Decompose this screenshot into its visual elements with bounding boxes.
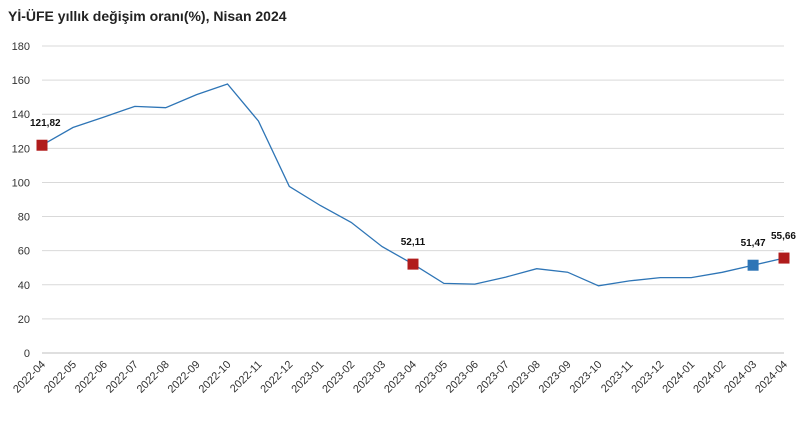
x-tick-label: 2023-02 (320, 359, 357, 396)
x-tick-label: 2023-11 (599, 359, 635, 395)
x-tick-label: 2023-12 (629, 359, 666, 396)
x-tick-label: 2023-01 (289, 359, 326, 396)
y-tick-label: 60 (18, 246, 30, 258)
data-label: 51,47 (741, 238, 766, 249)
y-tick-label: 20 (18, 314, 30, 326)
data-point-marker (36, 139, 48, 151)
x-tick-label: 2022-06 (73, 359, 110, 396)
x-tick-label: 2024-03 (722, 359, 759, 396)
y-tick-label: 0 (24, 348, 30, 360)
x-tick-label: 2023-03 (351, 359, 388, 396)
x-tick-label: 2022-07 (104, 359, 141, 396)
x-tick-label: 2022-09 (166, 359, 203, 396)
x-tick-label: 2023-04 (382, 359, 419, 396)
x-tick-label: 2023-09 (537, 359, 574, 396)
data-point-marker (747, 259, 759, 271)
x-tick-label: 2023-06 (444, 359, 481, 396)
x-tick-label: 2022-12 (258, 359, 295, 396)
x-tick-label: 2023-08 (506, 359, 543, 396)
y-tick-label: 160 (12, 75, 30, 87)
x-tick-label: 2023-05 (413, 359, 450, 396)
x-tick-label: 2022-04 (11, 359, 48, 396)
y-tick-label: 40 (18, 280, 30, 292)
data-point-marker (778, 252, 790, 264)
y-tick-label: 80 (18, 212, 30, 224)
x-tick-label: 2024-01 (660, 359, 697, 396)
y-tick-label: 140 (12, 109, 30, 121)
y-tick-label: 120 (12, 143, 30, 155)
x-tick-label: 2022-08 (135, 359, 172, 396)
y-tick-label: 100 (12, 177, 30, 189)
x-tick-label: 2022-05 (42, 359, 79, 396)
data-label: 52,11 (401, 237, 426, 248)
x-tick-label: 2022-11 (228, 359, 264, 395)
x-tick-label: 2024-04 (753, 359, 790, 396)
x-tick-label: 2023-10 (568, 359, 605, 396)
x-tick-label: 2022-10 (197, 359, 234, 396)
x-tick-label: 2024-02 (691, 359, 728, 396)
data-label: 55,66 (771, 231, 796, 242)
x-tick-label: 2023-07 (475, 359, 512, 396)
chart-title: Yİ-ÜFE yıllık değişim oranı(%), Nisan 20… (8, 8, 287, 24)
y-tick-label: 180 (12, 41, 30, 53)
data-label: 121,82 (30, 118, 61, 129)
data-point-marker (407, 258, 419, 270)
